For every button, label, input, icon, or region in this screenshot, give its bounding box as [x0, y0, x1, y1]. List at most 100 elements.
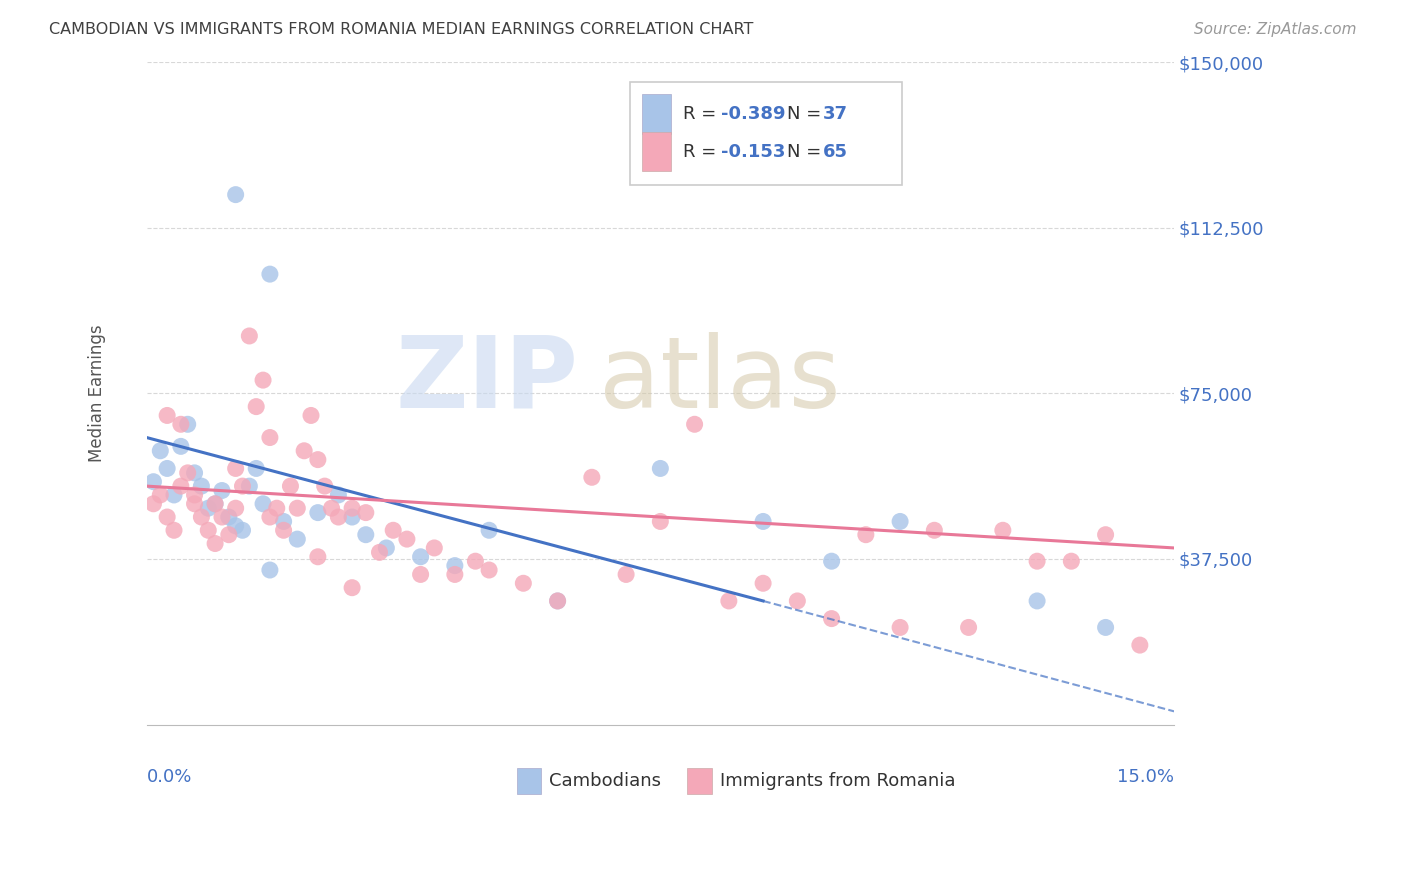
- Point: [717, 594, 740, 608]
- Point: [225, 519, 247, 533]
- Point: [170, 479, 193, 493]
- Point: [395, 532, 418, 546]
- Point: [307, 452, 329, 467]
- Point: [170, 417, 193, 432]
- Text: Cambodians: Cambodians: [550, 772, 661, 790]
- Point: [1094, 620, 1116, 634]
- Point: [285, 532, 308, 546]
- Point: [190, 510, 212, 524]
- Point: [225, 187, 247, 202]
- Point: [650, 461, 672, 475]
- Point: [478, 563, 501, 577]
- Text: -0.389: -0.389: [721, 105, 786, 123]
- Point: [423, 541, 446, 555]
- Point: [156, 510, 179, 524]
- Point: [204, 497, 226, 511]
- Text: 15.0%: 15.0%: [1118, 768, 1174, 786]
- Point: [197, 501, 219, 516]
- Point: [238, 479, 260, 493]
- Point: [957, 620, 980, 634]
- Text: 37: 37: [823, 105, 848, 123]
- Point: [252, 497, 274, 511]
- Point: [142, 497, 165, 511]
- Point: [889, 620, 911, 634]
- Point: [218, 510, 240, 524]
- Bar: [643, 132, 671, 171]
- Point: [1026, 554, 1049, 568]
- Point: [340, 581, 363, 595]
- Point: [1060, 554, 1083, 568]
- Point: [170, 439, 193, 453]
- Point: [464, 554, 486, 568]
- Point: [307, 549, 329, 564]
- Point: [183, 466, 205, 480]
- Point: [259, 563, 281, 577]
- Point: [1026, 594, 1049, 608]
- Point: [149, 443, 172, 458]
- Text: 65: 65: [823, 143, 848, 161]
- Point: [156, 461, 179, 475]
- FancyBboxPatch shape: [630, 82, 901, 185]
- Text: R =: R =: [683, 105, 721, 123]
- Point: [142, 475, 165, 489]
- Text: R =: R =: [683, 143, 721, 161]
- Point: [991, 523, 1014, 537]
- Point: [238, 329, 260, 343]
- Point: [259, 431, 281, 445]
- Point: [149, 488, 172, 502]
- Point: [683, 417, 706, 432]
- Point: [177, 466, 200, 480]
- Point: [382, 523, 405, 537]
- Point: [204, 497, 226, 511]
- Text: Median Earnings: Median Earnings: [89, 325, 107, 462]
- Point: [820, 554, 842, 568]
- Point: [340, 510, 363, 524]
- Point: [820, 612, 842, 626]
- Point: [512, 576, 534, 591]
- Text: atlas: atlas: [599, 332, 841, 429]
- Point: [614, 567, 637, 582]
- Point: [285, 501, 308, 516]
- Text: -0.153: -0.153: [721, 143, 786, 161]
- Point: [156, 409, 179, 423]
- Point: [321, 501, 343, 516]
- Point: [1094, 527, 1116, 541]
- Point: [786, 594, 808, 608]
- Point: [218, 527, 240, 541]
- Point: [163, 523, 186, 537]
- Point: [478, 523, 501, 537]
- Text: CAMBODIAN VS IMMIGRANTS FROM ROMANIA MEDIAN EARNINGS CORRELATION CHART: CAMBODIAN VS IMMIGRANTS FROM ROMANIA MED…: [49, 22, 754, 37]
- Point: [752, 576, 775, 591]
- Point: [211, 483, 233, 498]
- Text: N =: N =: [787, 143, 827, 161]
- Point: [259, 267, 281, 281]
- Point: [299, 409, 322, 423]
- Point: [889, 515, 911, 529]
- Point: [409, 549, 432, 564]
- Point: [190, 479, 212, 493]
- Point: [225, 501, 247, 516]
- Point: [547, 594, 569, 608]
- Point: [245, 400, 267, 414]
- Point: [444, 567, 467, 582]
- Point: [177, 417, 200, 432]
- Text: ZIP: ZIP: [395, 332, 578, 429]
- Point: [231, 523, 253, 537]
- Point: [211, 510, 233, 524]
- Text: Immigrants from Romania: Immigrants from Romania: [720, 772, 956, 790]
- Point: [259, 510, 281, 524]
- Point: [855, 527, 877, 541]
- Point: [307, 506, 329, 520]
- Point: [581, 470, 603, 484]
- Bar: [643, 94, 671, 134]
- Point: [444, 558, 467, 573]
- Point: [183, 488, 205, 502]
- Point: [924, 523, 946, 537]
- Point: [375, 541, 398, 555]
- Bar: [688, 768, 711, 794]
- Point: [650, 515, 672, 529]
- Point: [340, 501, 363, 516]
- Point: [266, 501, 288, 516]
- Point: [328, 510, 350, 524]
- Point: [314, 479, 336, 493]
